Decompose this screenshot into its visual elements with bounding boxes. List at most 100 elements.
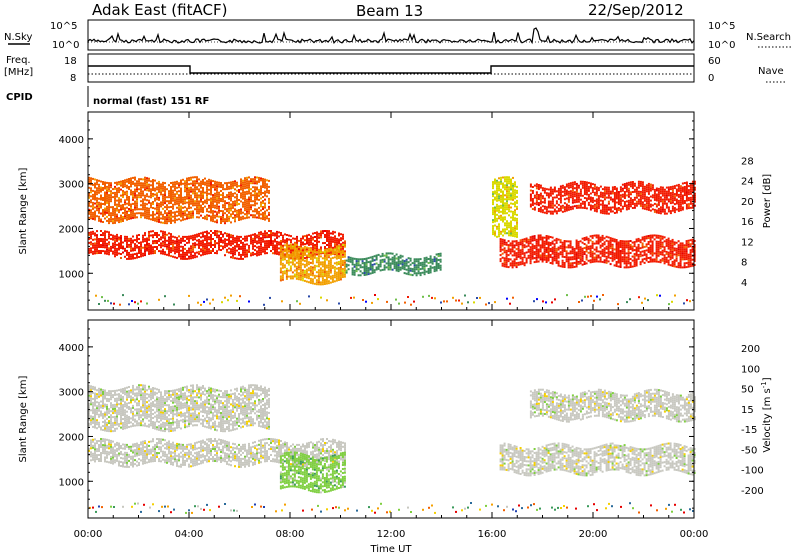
echo-cell (202, 189, 204, 191)
echo-cell (563, 206, 566, 209)
echo-cell (176, 246, 178, 249)
echo-cell (154, 240, 156, 242)
echo-cell (162, 242, 164, 245)
echo-cell (244, 239, 246, 242)
echo-cell (306, 240, 308, 243)
echo-cell (252, 245, 254, 248)
echo-cell (178, 186, 180, 189)
echo-cell (274, 244, 276, 247)
echo-cell (114, 191, 116, 194)
echo-cell (555, 249, 558, 252)
echo-cell (689, 261, 692, 264)
echo-cell (192, 250, 194, 253)
echo-cell (661, 257, 664, 260)
echo-cell (623, 248, 626, 251)
echo-cell (373, 271, 376, 274)
echo-cell (132, 176, 134, 179)
echo-cell (206, 196, 208, 199)
echo-cell (645, 245, 648, 248)
echo-cell (270, 238, 272, 240)
echo-cell (685, 266, 688, 269)
echo-cell (142, 238, 144, 241)
echo-cell (581, 247, 584, 250)
echo-cell (671, 195, 674, 198)
echo-cell (559, 239, 562, 242)
echo-cell (679, 193, 682, 196)
echo-cell (264, 232, 266, 235)
echo-cell (166, 233, 168, 236)
echo-cell (88, 176, 90, 179)
echo-cell (655, 256, 658, 259)
echo-cell (168, 192, 170, 195)
echo-cell (323, 249, 326, 251)
echo-cell (232, 194, 234, 197)
echo-cell (274, 234, 276, 237)
echo-cell (184, 253, 186, 256)
echo-cell (270, 234, 272, 236)
echo-cell (337, 247, 340, 249)
echo-cell (583, 253, 586, 255)
echo-cell (148, 232, 150, 235)
echo-cell (309, 255, 312, 258)
echo-cell (541, 254, 544, 257)
echo-cell (166, 204, 168, 207)
echo-cell (591, 187, 594, 190)
echo-cell (343, 253, 346, 256)
echo-cell (312, 232, 314, 235)
echo-cell (369, 262, 372, 265)
echo-cell (118, 211, 120, 214)
echo-cell (318, 240, 320, 243)
echo-cell (244, 207, 246, 210)
echo-cell (533, 235, 536, 238)
echo-cell (204, 235, 206, 238)
echo-cell (188, 179, 190, 182)
echo-cell (234, 204, 236, 207)
echo-cell (140, 196, 142, 199)
echo-cell (687, 255, 690, 258)
echo-cell (569, 256, 572, 259)
echo-cell (90, 235, 92, 238)
echo-cell (164, 220, 166, 223)
echo-cell (317, 261, 320, 264)
echo-cell (507, 246, 510, 249)
echo-cell (106, 215, 108, 218)
echo-cell (182, 247, 184, 250)
echo-cell (323, 265, 326, 267)
echo-cell (274, 252, 276, 255)
echo-cell (363, 272, 366, 274)
echo-cell (190, 182, 192, 185)
echo-cell (222, 218, 224, 221)
echo-cell (671, 254, 674, 257)
echo-cell (625, 260, 628, 263)
echo-cell (329, 257, 332, 260)
echo-cell (301, 279, 304, 282)
echo-cell (553, 255, 556, 258)
echo-cell (264, 250, 266, 253)
echo-cell (176, 206, 178, 209)
echo-cell (232, 236, 234, 239)
echo-cell (355, 268, 358, 271)
echo-cell (230, 213, 232, 216)
echo-cell (146, 249, 148, 252)
echo-cell (174, 236, 176, 239)
echo-cell (555, 210, 558, 213)
echo-cell (272, 246, 274, 249)
echo-cell (180, 195, 182, 198)
echo-cell (649, 258, 652, 261)
echo-cell (116, 181, 118, 184)
echo-cell (547, 202, 550, 205)
echo-cell (246, 212, 248, 215)
echo-cell (254, 188, 256, 191)
echo-cell (563, 262, 566, 264)
echo-cell (102, 242, 104, 245)
echo-cell (579, 250, 582, 253)
echo-cell (421, 271, 424, 274)
echo-cell (533, 194, 536, 197)
echo-cell (282, 234, 284, 237)
echo-cell (226, 238, 228, 241)
echo-cell (641, 246, 644, 249)
echo-cell (114, 241, 116, 244)
echo-cell (334, 241, 336, 244)
freq-unit: [MHz] (4, 67, 33, 78)
echo-cell (144, 248, 146, 251)
